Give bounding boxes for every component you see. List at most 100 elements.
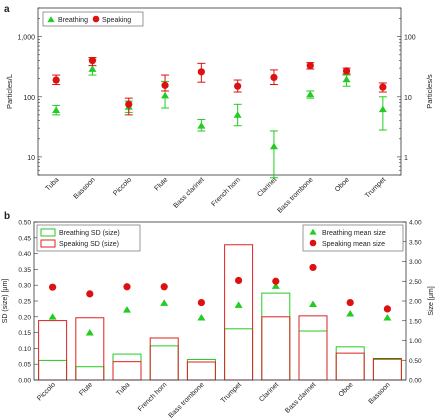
y-axis-label: Particles/L [5, 74, 14, 109]
legend-speaking-mean-marker [309, 239, 317, 247]
x-tick-label: Flute [78, 381, 94, 397]
x-tick-label: Flute [154, 176, 170, 192]
breathing-mean-point [346, 310, 355, 317]
x-tick-label: Tuba [45, 176, 61, 192]
x-tick-label: Trumpet [364, 176, 387, 199]
panel-b-chart: 0.00 0.05 0.10 0.15 0.20 0.25 0.30 0.35 0.40 0.45… [2, 220, 435, 420]
breathing-mean-point [85, 329, 94, 336]
speaking-point [88, 57, 97, 65]
speaking-sd-bar [112, 361, 142, 381]
y-tick-label: 0.20 [18, 314, 31, 321]
x-tick-label: Bassoon [368, 381, 392, 405]
speaking-sd-bar [298, 315, 328, 381]
breathing-mean-point [123, 306, 131, 313]
y-tick-label: 0.30 [18, 283, 31, 290]
y-tick-label: 0.00 [18, 378, 31, 385]
y2-tick-label: 10 [404, 95, 412, 102]
breathing-sd-bar [38, 359, 68, 381]
y-tick-label: 0.35 [18, 267, 31, 274]
legend-breathing-marker [47, 16, 55, 23]
x-tick-label: Clarinet [258, 381, 280, 403]
plot-frame-a [37, 7, 402, 176]
y-tick-label: 0.40 [18, 251, 31, 258]
x-tick-label: Bass trombone [168, 381, 206, 419]
speaking-mean-point [309, 263, 317, 272]
speaking-point [234, 82, 242, 90]
y2-tick-label: 3.00 [409, 259, 422, 266]
speaking-point [161, 81, 169, 89]
speaking-sd-bar [186, 361, 216, 381]
speaking-mean-point [235, 276, 243, 285]
y-tick-label: 0.10 [18, 346, 31, 353]
panel-a-chart: 10 100 1,000 1 10 100 Particles/L Particles/s Tu… [5, 7, 434, 215]
legend-b-left: Breathing SD (size) Speaking SD (size) [36, 224, 141, 252]
breathing-sd-bar [149, 345, 179, 381]
speaking-sd-bar [75, 317, 105, 381]
speaking-sd-bar [38, 320, 68, 381]
breathing-mean-point [309, 300, 317, 308]
breathing-sd-bar [224, 328, 254, 381]
y-axis-label: SD (size) [μm] [2, 279, 9, 324]
legend-breathing-mean-label: Breathing mean size [322, 230, 386, 237]
speaking-point [379, 83, 387, 91]
legend-speaking-marker [92, 15, 100, 23]
breathing-mean-point [160, 299, 169, 306]
breathing-point [88, 65, 97, 72]
y2-axis-label: Size [μm] [428, 286, 435, 315]
y2-tick-label: 0.50 [409, 358, 422, 365]
y2-tick-label: 4.00 [409, 220, 422, 227]
legend-speaking-mean-label: Speaking mean size [322, 241, 385, 248]
y2-tick-label: 3.50 [409, 239, 422, 246]
y2-tick-label: 100 [404, 35, 416, 42]
legend-a: Breathing Speaking [42, 11, 144, 27]
breathing-mean-point [271, 282, 280, 289]
y-tick-label: 0.05 [18, 362, 31, 369]
y2-tick-label: 2.00 [409, 299, 422, 306]
x-tick-label: French horn [210, 176, 242, 208]
x-tick-label: Oboe [338, 381, 355, 398]
x-tick-label: Trumpet [220, 381, 243, 404]
breathing-point [233, 111, 242, 118]
panel-label-a: a [4, 4, 10, 15]
x-tick-label: Piccolo [36, 381, 57, 402]
breathing-sd-bar [335, 346, 365, 381]
x-tick-label: Clarinet [256, 176, 278, 198]
breathing-mean-point [197, 313, 206, 321]
y-tick-label: 0.25 [18, 299, 31, 306]
x-tick-label: Bass clarinet [284, 381, 317, 414]
speaking-mean-point [346, 298, 354, 307]
breathing-sd-bar [298, 330, 328, 381]
legend-speaking-sd-label: Speaking SD (size) [59, 241, 119, 248]
breathing-sd-bar [112, 353, 142, 381]
legend-breathing-label: Breathing [58, 17, 88, 24]
breathing-mean-point [234, 301, 243, 308]
x-tick-label: Bass trombone [276, 176, 314, 214]
speaking-sd-bar [372, 358, 402, 381]
y2-tick-label: 2.50 [409, 279, 422, 286]
x-tick-label: French horn [137, 381, 169, 413]
speaking-mean-point [272, 277, 280, 285]
breathing-sd-bar [186, 358, 216, 381]
breathing-sd-bar [75, 366, 105, 381]
breathing-mean-point [383, 313, 392, 321]
legend-box-b-right [302, 224, 404, 252]
x-tick-label: Piccolo [112, 176, 133, 197]
speaking-point [342, 67, 351, 75]
y2-tick-label: 1.00 [409, 338, 422, 345]
breathing-point [342, 75, 351, 83]
breathing-point [197, 122, 206, 129]
speaking-point [306, 62, 314, 70]
breathing-point [52, 106, 61, 114]
legend-breathing-sd-label: Breathing SD (size) [59, 230, 120, 237]
legend-speaking-label: Speaking [102, 17, 131, 24]
y2-tick-label: 1 [404, 155, 408, 162]
breathing-sd-bar [372, 358, 402, 381]
breathing-mean-point [48, 313, 57, 320]
speaking-mean-point [86, 290, 94, 298]
speaking-sd-bar [261, 316, 291, 381]
speaking-mean-point [160, 283, 168, 291]
speaking-sd-bar [224, 244, 254, 381]
panel-label-b: b [4, 211, 10, 222]
speaking-mean-point [49, 283, 57, 291]
